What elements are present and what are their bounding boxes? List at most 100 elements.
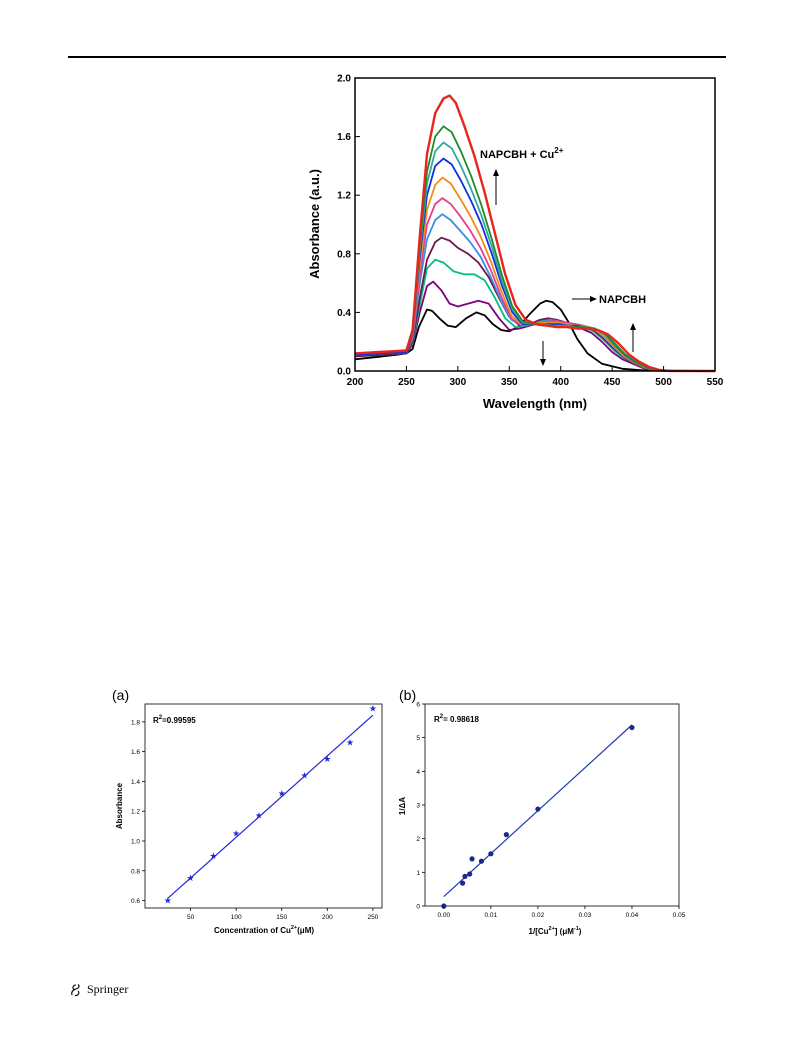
- x-label-b-unit-sup: -1: [574, 926, 579, 932]
- y-tick-label: 1.0: [131, 838, 140, 845]
- y-tick-label: 5: [416, 735, 420, 742]
- plot-frame-a: [144, 703, 383, 909]
- spectra-curves: [354, 94, 716, 373]
- y-tick-label: 0.4: [337, 308, 351, 319]
- data-point: ★: [278, 788, 286, 798]
- x-label-b-text: 1/[Cu: [529, 927, 549, 936]
- data-point: ★: [323, 754, 331, 764]
- fit-line-a: [167, 714, 374, 899]
- x-tick-label: 0.00: [437, 912, 450, 919]
- y-tick-label: 0.8: [131, 868, 140, 875]
- y-axis-ticks-b: 0 1 2 3 4 5 6: [416, 702, 425, 911]
- data-point: [478, 858, 485, 864]
- data-points-b: [441, 724, 635, 909]
- data-point: ★: [187, 873, 195, 883]
- y-tick-label: 1.4: [131, 779, 140, 786]
- x-tick-label: 200: [322, 914, 333, 921]
- x-tick-label: 0.03: [579, 912, 592, 919]
- x-tick-label: 300: [450, 377, 467, 388]
- x-tick-label: 500: [655, 377, 672, 388]
- x-label-b-end: ): [579, 927, 582, 936]
- x-axis-label-b: 1/[Cu2+] (μM-1): [529, 926, 582, 936]
- x-axis-ticks: 200 250 300 350 400 450 500 550: [347, 366, 724, 388]
- r2-b-value: = 0.98618: [443, 715, 479, 724]
- data-point: ★: [346, 738, 354, 748]
- x-tick-label: 0.04: [626, 912, 639, 919]
- y-tick-label: 1: [416, 870, 420, 877]
- x-tick-label: 0.02: [532, 912, 545, 919]
- y-axis-label: Absorbance (a.u.): [307, 169, 322, 279]
- data-point: [460, 880, 466, 886]
- r2-b-r: R: [434, 715, 440, 724]
- publisher-name: Springer: [87, 982, 129, 996]
- data-point: [488, 851, 494, 857]
- r2-annotation-b: R2= 0.98618: [434, 714, 479, 724]
- arrow-up-complex: [493, 169, 499, 205]
- spectrum-line-11: [354, 94, 716, 373]
- data-point: ★: [300, 770, 308, 780]
- y-tick-label: 1.6: [337, 132, 351, 143]
- y-tick-label: 2: [416, 836, 420, 843]
- annotation-complex-text: NAPCBH + Cu: [480, 149, 554, 161]
- r2-a-value: =0.99595: [162, 716, 196, 725]
- data-point: ★: [369, 703, 377, 713]
- y-tick-label: 0.8: [337, 249, 351, 260]
- y-tick-label: 3: [416, 803, 420, 810]
- panel-label-a: (a): [112, 687, 129, 703]
- data-point: ★: [164, 896, 172, 906]
- y-tick-label: 1.8: [131, 719, 140, 726]
- data-point: [462, 873, 468, 879]
- x-axis-label: Wavelength (nm): [483, 396, 587, 411]
- data-point: [629, 724, 635, 731]
- x-tick-label: 350: [501, 377, 518, 388]
- panel-label-b: (b): [399, 687, 416, 703]
- uv-vis-spectra-chart: 200 250 300 350 400 450 500 550 0.0 0.4 0.8 1.2 1.6…: [307, 74, 724, 412]
- r2-annotation-a: R2=0.99595: [153, 715, 196, 725]
- annotation-complex-sup: 2+: [554, 146, 563, 155]
- x-label-a-sup: 2+: [291, 925, 297, 931]
- y-axis-label-b: 1/ΔA: [398, 797, 407, 815]
- spectrum-line-3: [354, 258, 716, 372]
- spectrum-line-9: [354, 141, 716, 372]
- arrow-down-ligand: [540, 341, 546, 366]
- y-tick-label: 0: [416, 904, 420, 911]
- spectrum-line-10: [354, 125, 716, 372]
- annotation-ligand: NAPCBH: [599, 294, 646, 306]
- x-tick-label: 400: [552, 377, 569, 388]
- header-rule: [68, 56, 726, 58]
- calibration-chart-a: (a) ★ ★ ★ ★ ★ ★ ★ ★ ★ ★ 50 100 150 200 250 0.6 0.8 1.0 1…: [112, 687, 383, 935]
- annotation-complex: NAPCBH + Cu2+: [480, 146, 564, 161]
- x-tick-label: 550: [707, 377, 724, 388]
- y-axis-label-a: Absorbance: [115, 782, 124, 829]
- arrow-up-shoulder: [630, 323, 636, 352]
- springer-logo-icon: [71, 983, 80, 996]
- y-tick-label: 6: [416, 702, 420, 709]
- y-tick-label: 2.0: [337, 74, 351, 85]
- x-label-a-text: Concentration of Cu: [214, 926, 291, 935]
- data-point: ★: [232, 829, 240, 839]
- data-point: ★: [255, 811, 263, 821]
- footer: Springer: [69, 982, 128, 997]
- data-point: [467, 871, 473, 877]
- y-tick-label: 1.2: [337, 191, 351, 202]
- x-tick-label: 450: [604, 377, 621, 388]
- x-tick-label: 150: [276, 914, 287, 921]
- y-tick-label: 1.6: [131, 749, 140, 756]
- x-tick-label: 0.05: [673, 912, 686, 919]
- x-tick-label: 0.01: [485, 912, 498, 919]
- x-tick-label: 200: [347, 377, 364, 388]
- r2-b-sup: 2: [440, 714, 444, 720]
- x-label-a-unit: (μM): [297, 926, 314, 935]
- y-tick-label: 1.2: [131, 809, 140, 816]
- plot-frame: [354, 77, 716, 372]
- y-axis-ticks: 0.0 0.4 0.8 1.2 1.6 2.0: [337, 74, 360, 378]
- x-axis-ticks-a: 50 100 150 200 250: [187, 908, 379, 921]
- spectrum-line-2: [354, 280, 716, 372]
- x-axis-ticks-b: 0.00 0.01 0.02 0.03 0.04 0.05: [437, 906, 686, 919]
- y-tick-label: 0.0: [337, 367, 351, 378]
- arrow-right-ligand: [572, 296, 597, 302]
- data-point: ★: [209, 851, 217, 861]
- r2-a-r: R: [153, 716, 159, 725]
- spectrum-line-1: [354, 299, 716, 372]
